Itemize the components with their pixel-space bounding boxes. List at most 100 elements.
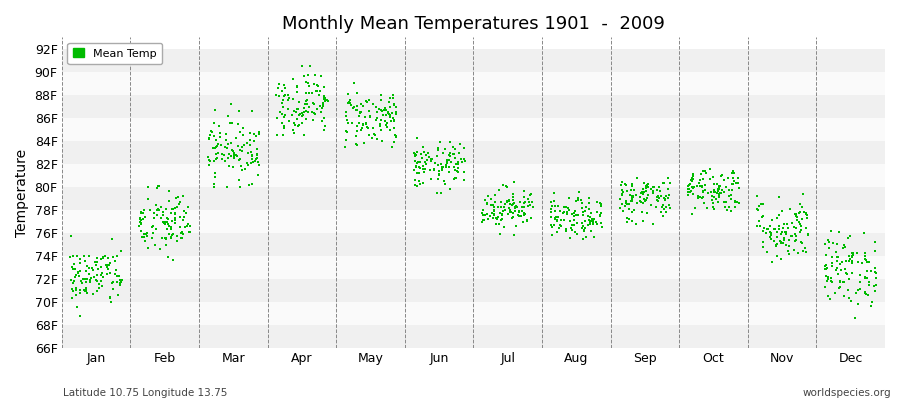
Point (431, 147, 446, 154)
Point (292, 111, 307, 118)
Point (868, 275, 883, 281)
Point (350, 106, 365, 113)
Point (320, 97, 335, 103)
Point (547, 203, 562, 209)
Point (730, 198, 744, 205)
Point (356, 121, 370, 127)
Point (724, 192, 738, 198)
Point (310, 82, 325, 88)
Point (385, 110, 400, 116)
Point (726, 175, 741, 181)
Text: Latitude 10.75 Longitude 13.75: Latitude 10.75 Longitude 13.75 (63, 388, 228, 398)
Point (282, 118, 296, 124)
Point (486, 211, 500, 217)
Point (706, 187, 721, 194)
Point (781, 251, 796, 257)
Point (776, 240, 790, 246)
Point (657, 206, 671, 212)
Point (487, 212, 501, 218)
Point (79, 284, 94, 291)
Point (760, 226, 774, 232)
Point (505, 214, 519, 221)
Point (575, 220, 590, 226)
Point (487, 204, 501, 210)
Point (386, 139, 400, 146)
Point (281, 96, 295, 103)
Point (303, 63, 318, 69)
Point (566, 213, 580, 219)
Point (844, 258, 859, 264)
Point (798, 211, 813, 217)
Point (722, 204, 736, 210)
Point (630, 200, 644, 206)
Point (570, 220, 584, 226)
Point (692, 180, 706, 186)
Bar (62, 95, 885, 118)
Point (788, 238, 803, 244)
Point (634, 199, 648, 205)
Point (447, 154, 462, 161)
Point (821, 237, 835, 243)
Point (864, 268, 878, 274)
Point (796, 248, 810, 254)
Point (518, 204, 532, 210)
Point (577, 228, 591, 234)
Point (618, 200, 633, 206)
Point (80, 276, 94, 282)
Point (707, 181, 722, 188)
Point (202, 135, 216, 141)
Point (67, 266, 81, 272)
Point (777, 235, 791, 242)
Point (696, 168, 710, 174)
Point (778, 229, 792, 236)
Point (168, 195, 183, 201)
Point (490, 216, 504, 222)
Point (210, 155, 224, 162)
Point (641, 184, 655, 190)
Point (554, 207, 568, 214)
Point (355, 124, 369, 131)
Point (73, 260, 87, 266)
Point (65, 264, 79, 270)
Point (306, 81, 320, 88)
Point (408, 177, 422, 184)
Point (616, 208, 630, 214)
Point (134, 217, 148, 224)
Point (858, 255, 872, 262)
Point (414, 151, 428, 157)
Point (390, 111, 404, 117)
Point (275, 99, 290, 106)
Point (320, 98, 335, 104)
Point (413, 181, 428, 187)
Point (475, 210, 490, 216)
Point (562, 207, 577, 213)
Point (724, 208, 738, 214)
Point (859, 257, 873, 263)
Point (552, 224, 566, 231)
Point (656, 212, 670, 219)
Point (824, 254, 839, 260)
Point (480, 211, 494, 218)
Point (133, 227, 148, 234)
Point (313, 88, 328, 95)
Point (446, 151, 461, 157)
Point (223, 153, 238, 159)
Point (448, 175, 463, 182)
Point (275, 104, 290, 110)
Point (507, 197, 521, 204)
Point (206, 181, 220, 188)
Point (569, 198, 583, 205)
Point (844, 270, 859, 276)
Point (421, 150, 436, 156)
Point (646, 190, 661, 196)
Point (389, 108, 403, 115)
Point (425, 156, 439, 162)
Point (245, 181, 259, 187)
Point (653, 193, 668, 199)
Point (436, 150, 451, 156)
Point (342, 100, 356, 106)
Point (593, 200, 608, 206)
Point (619, 218, 634, 225)
Point (136, 216, 150, 223)
Point (585, 221, 599, 227)
